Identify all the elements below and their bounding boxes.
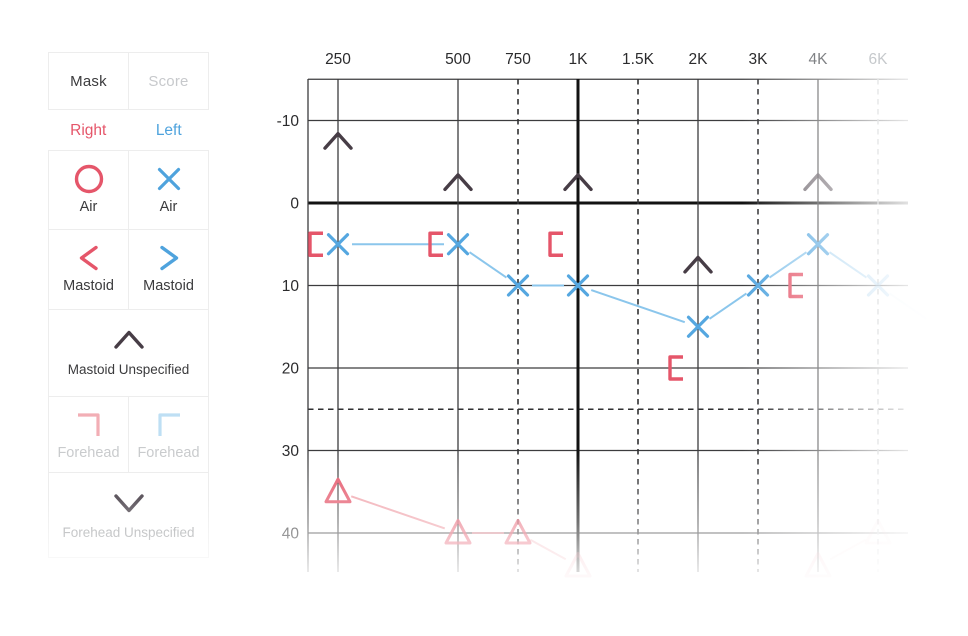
circle-icon: [74, 164, 103, 194]
series-line: [829, 538, 867, 561]
tab-score[interactable]: Score: [128, 53, 208, 109]
symbol-button-mastoid-unspecified[interactable]: Mastoid Unspecified: [48, 309, 209, 397]
db-axis-label: 40: [282, 526, 300, 543]
freq-axis-label: 1.5K: [622, 51, 655, 68]
mastoid-unspecified-marker-250[interactable]: [323, 131, 353, 150]
symbol-button-label: Forehead Unspecified: [62, 525, 195, 540]
left-ear-air-marker-1K[interactable]: [566, 274, 590, 297]
symbol-button-label: Mastoid Unspecified: [67, 362, 190, 377]
series-line: [828, 251, 868, 279]
chevron-up-icon: [113, 330, 144, 349]
freq-axis-label: 6K: [869, 51, 889, 68]
symbol-button-label: Mastoid: [143, 278, 194, 294]
freq-axis-label: 2K: [689, 51, 709, 68]
series-line: [708, 292, 748, 320]
db-axis-label: 10: [282, 278, 300, 295]
ear-headers: Right Left: [48, 110, 209, 151]
chevron-left-icon: [79, 245, 98, 271]
chevron-right-icon: [159, 245, 178, 271]
symbol-row: Air Air: [48, 150, 209, 230]
db-axis-label: -10: [277, 113, 300, 130]
series-right-ear-triangle: [324, 477, 892, 578]
symbol-button-label: Air: [159, 199, 178, 215]
freq-axis-label: 1K: [569, 51, 589, 68]
mask-score-tabs: Mask Score: [48, 52, 209, 110]
tab-mask[interactable]: Mask: [70, 72, 107, 90]
symbol-buttons: Air Air Mastoid Mastoid Mastoid Unspecified F…: [48, 150, 209, 558]
x-icon: [157, 167, 180, 191]
symbol-button-label: Forehead: [137, 445, 200, 461]
series-line: [590, 289, 686, 324]
left-ear-air-marker-500[interactable]: [446, 233, 470, 256]
symbol-row: Mastoid Mastoid: [48, 229, 209, 310]
left-ear-air-marker-250[interactable]: [326, 233, 350, 256]
symbol-button-mastoid-chevron-left[interactable]: Mastoid: [49, 230, 128, 309]
left-ear-header: Left: [155, 121, 182, 139]
corner-top-left-icon: [157, 413, 180, 436]
freq-axis-label: 750: [505, 51, 531, 68]
symbol-sidebar: Mask Score Right Left Air Air Mastoid Masto…: [48, 52, 209, 558]
series-line: [468, 251, 508, 279]
freq-axis-label: 500: [445, 51, 471, 68]
freq-axis-label: 250: [325, 51, 351, 68]
right-ear-bone-masked-marker-500[interactable]: [428, 231, 443, 257]
symbol-button-forehead-unspecified[interactable]: Forehead Unspecified: [48, 472, 209, 558]
db-axis-label: 20: [282, 361, 300, 378]
mastoid-unspecified-marker-2K[interactable]: [683, 255, 713, 274]
mastoid-unspecified-marker-500[interactable]: [443, 173, 473, 192]
mastoid-unspecified-marker-1K[interactable]: [563, 173, 593, 192]
right-ear-header: Right: [70, 121, 107, 139]
symbol-button-label: Air: [79, 199, 98, 215]
chevron-down-icon: [113, 494, 144, 513]
symbol-button-air-x[interactable]: Air: [128, 151, 208, 229]
right-ear-bone-masked-marker-2K[interactable]: [668, 355, 683, 381]
freq-axis-label: 4K: [809, 51, 829, 68]
grid: [307, 78, 908, 572]
series-tail-line: [888, 292, 928, 320]
symbol-button-air-circle[interactable]: Air: [49, 151, 128, 229]
symbol-button-forehead-corner-top-right[interactable]: Forehead: [49, 397, 128, 472]
left-ear-air-marker-750[interactable]: [506, 274, 530, 297]
db-axis-label: 30: [282, 443, 300, 460]
series-line: [529, 538, 567, 561]
right-ear-bone-masked-marker-250[interactable]: [308, 231, 323, 257]
symbol-row: Forehead Forehead: [48, 396, 209, 473]
corner-top-right-icon: [77, 413, 100, 436]
symbol-button-label: Forehead: [57, 445, 120, 461]
series-line: [350, 495, 446, 530]
left-ear-air-marker-2K[interactable]: [686, 315, 710, 338]
right-ear-bone-masked-marker-1K[interactable]: [548, 231, 563, 257]
freq-axis: 250 500 750 1K 1.5K 2K 3K 4K 6K: [325, 51, 888, 68]
db-axis-label: 0: [290, 196, 299, 213]
symbol-button-label: Mastoid: [63, 278, 114, 294]
symbol-button-forehead-corner-top-left[interactable]: Forehead: [128, 397, 208, 472]
db-axis: -10 0 10 20 30 40: [277, 113, 300, 543]
symbol-button-mastoid-chevron-right[interactable]: Mastoid: [128, 230, 208, 309]
freq-axis-label: 3K: [749, 51, 769, 68]
